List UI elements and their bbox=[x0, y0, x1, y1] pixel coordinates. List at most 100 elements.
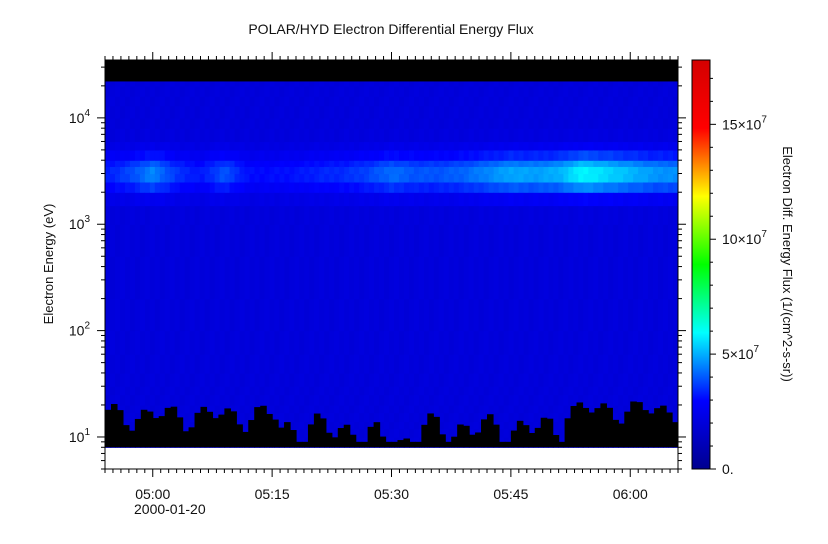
heatmap-cell bbox=[324, 141, 330, 151]
heatmap-cell bbox=[518, 372, 525, 387]
heatmap-cell bbox=[304, 149, 310, 161]
heatmap-cell bbox=[369, 85, 375, 97]
heatmap-cell bbox=[568, 117, 574, 129]
heatmap-cell bbox=[169, 160, 176, 167]
heatmap-cell bbox=[573, 224, 579, 257]
heatmap-cell bbox=[279, 412, 285, 423]
heatmap-cell bbox=[558, 205, 564, 225]
heatmap-cell bbox=[339, 181, 345, 193]
heatmap-cell bbox=[219, 386, 226, 396]
heatmap-cell bbox=[568, 85, 574, 97]
heatmap-cell bbox=[468, 166, 475, 175]
heatmap-cell bbox=[334, 192, 340, 207]
heatmap-cell bbox=[174, 386, 181, 396]
heatmap-cell bbox=[463, 412, 470, 423]
heatmap-cell bbox=[354, 372, 360, 387]
heatmap-cell bbox=[553, 256, 560, 300]
heatmap-cell bbox=[458, 128, 465, 143]
heatmap-cell bbox=[154, 105, 161, 119]
heatmap-cell bbox=[379, 173, 385, 183]
heatmap-cell bbox=[438, 128, 445, 143]
heatmap-cell bbox=[488, 256, 495, 300]
heatmap-cell bbox=[184, 173, 191, 183]
heatmap-cell bbox=[384, 330, 390, 355]
heatmap-cell bbox=[518, 192, 525, 207]
heatmap-cell bbox=[244, 412, 251, 423]
heatmap-cell bbox=[314, 181, 320, 193]
heatmap-cell bbox=[299, 372, 305, 387]
heatmap-cell bbox=[403, 205, 410, 225]
heatmap-cell bbox=[538, 128, 545, 143]
heatmap-cell bbox=[543, 105, 550, 119]
heatmap-cell bbox=[234, 85, 241, 97]
heatmap-cell bbox=[269, 166, 276, 175]
heatmap-cell bbox=[643, 298, 649, 332]
heatmap-cell bbox=[513, 205, 520, 225]
heatmap-cell bbox=[498, 149, 505, 161]
heatmap-cell bbox=[344, 149, 350, 161]
heatmap-cell bbox=[523, 386, 530, 396]
heatmap-cell bbox=[518, 166, 525, 175]
heatmap-cell bbox=[573, 354, 579, 374]
heatmap-cell bbox=[154, 96, 161, 107]
heatmap-cell bbox=[329, 386, 335, 396]
heatmap-cell bbox=[189, 85, 196, 97]
heatmap-cell bbox=[473, 96, 480, 107]
heatmap-cell bbox=[344, 166, 350, 175]
heatmap-cell bbox=[314, 166, 320, 175]
heatmap-cell bbox=[533, 117, 540, 129]
heatmap-cell bbox=[349, 105, 355, 119]
heatmap-cell bbox=[119, 160, 126, 167]
heatmap-cell bbox=[269, 117, 276, 129]
heatmap-cell bbox=[403, 141, 410, 151]
fill-floor-cell bbox=[654, 408, 661, 448]
heatmap-cell bbox=[583, 141, 589, 151]
heatmap-cell bbox=[149, 192, 156, 207]
heatmap-cell bbox=[344, 224, 350, 257]
heatmap-cell bbox=[438, 394, 445, 406]
heatmap-cell bbox=[134, 160, 141, 167]
heatmap-cell bbox=[648, 149, 654, 161]
heatmap-cell bbox=[573, 386, 579, 396]
heatmap-cell bbox=[638, 386, 644, 396]
heatmap-cell bbox=[359, 166, 365, 175]
heatmap-cell bbox=[578, 128, 584, 143]
heatmap-cell bbox=[344, 181, 350, 193]
heatmap-cell bbox=[633, 173, 639, 183]
heatmap-cell bbox=[164, 96, 171, 107]
heatmap-cell bbox=[129, 149, 136, 161]
heatmap-cell bbox=[199, 105, 206, 119]
heatmap-cell bbox=[259, 96, 266, 107]
heatmap-cell bbox=[214, 330, 221, 355]
heatmap-cell bbox=[124, 173, 131, 183]
heatmap-cell bbox=[473, 404, 480, 414]
heatmap-cell bbox=[548, 166, 555, 175]
heatmap-cell bbox=[498, 372, 505, 387]
heatmap-cell bbox=[518, 224, 525, 257]
heatmap-cell bbox=[289, 117, 295, 129]
fill-floor-cell bbox=[540, 417, 548, 448]
heatmap-cell bbox=[668, 149, 674, 161]
heatmap-cell bbox=[234, 192, 241, 207]
heatmap-cell bbox=[144, 85, 151, 97]
fill-floor-cell bbox=[188, 427, 196, 448]
heatmap-cell bbox=[279, 205, 285, 225]
heatmap-cell bbox=[563, 117, 569, 129]
heatmap-cell bbox=[448, 386, 455, 396]
heatmap-cell bbox=[309, 141, 315, 151]
heatmap-cell bbox=[384, 105, 390, 119]
heatmap-cell bbox=[618, 181, 624, 193]
heatmap-cell bbox=[344, 394, 350, 406]
heatmap-cell bbox=[433, 372, 440, 387]
heatmap-cell bbox=[369, 404, 375, 414]
heatmap-cell bbox=[194, 298, 201, 332]
heatmap-cell bbox=[239, 404, 246, 414]
heatmap-cell bbox=[413, 298, 420, 332]
heatmap-cell bbox=[398, 412, 405, 423]
heatmap-cell bbox=[403, 372, 410, 387]
heatmap-cell bbox=[633, 166, 639, 175]
heatmap-cell bbox=[478, 166, 485, 175]
fill-floor-cell bbox=[134, 418, 142, 448]
heatmap-cell bbox=[533, 354, 540, 374]
heatmap-cell bbox=[413, 141, 420, 151]
